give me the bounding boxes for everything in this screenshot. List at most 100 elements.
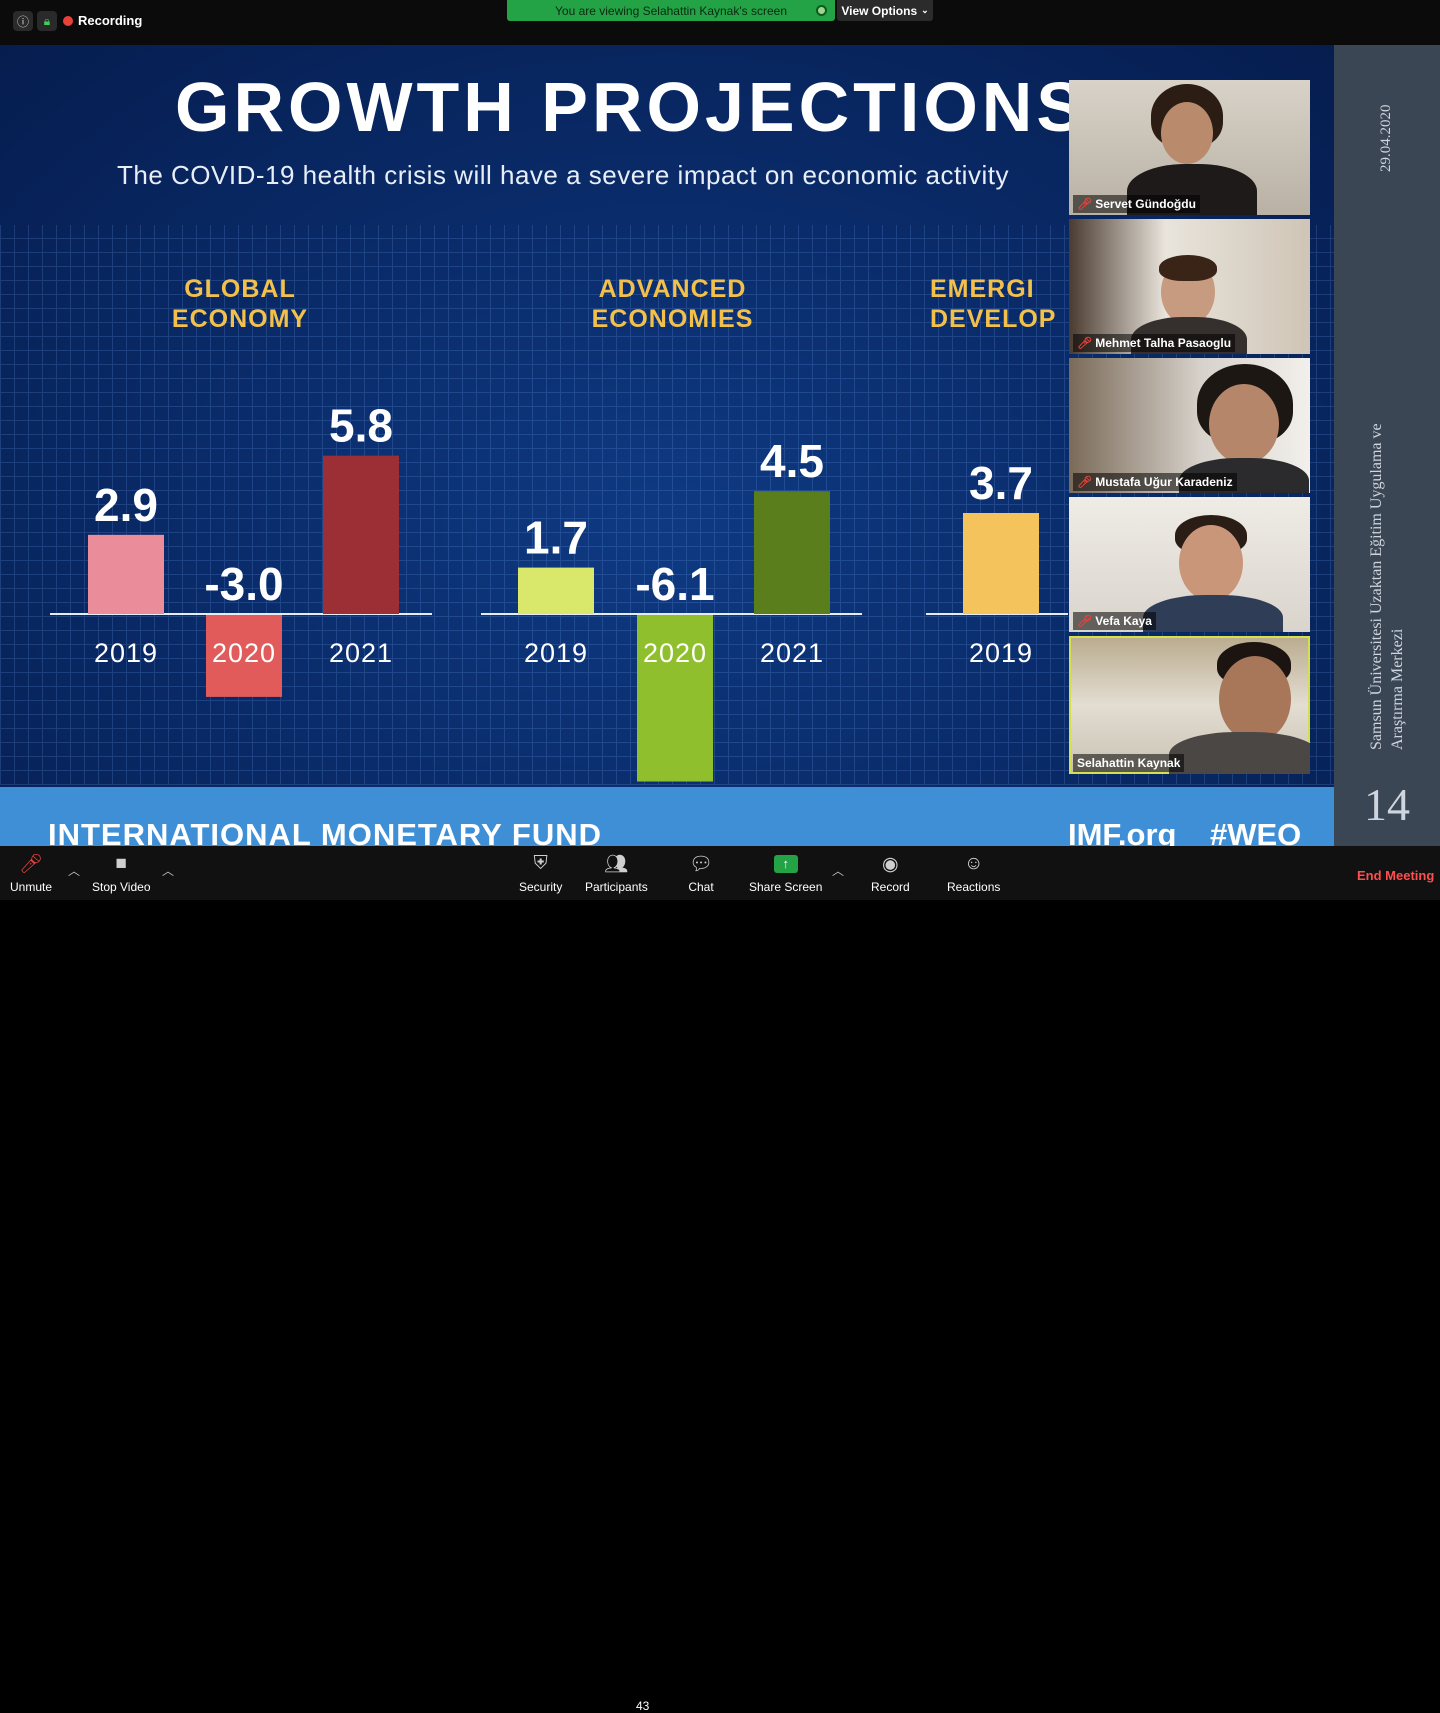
chart-category-label: 2021 xyxy=(760,638,824,668)
participant-name: Mustafa Uğur Karadeniz xyxy=(1095,475,1233,489)
record-icon: ◉ xyxy=(882,853,899,875)
participant-name: Selahattin Kaynak xyxy=(1077,756,1181,770)
record-label: Record xyxy=(871,880,910,894)
participant-name: Mehmet Talha Pasaoglu xyxy=(1095,336,1232,350)
slide-sidebar xyxy=(1334,45,1440,846)
mic-muted-icon: 🎤︎ xyxy=(1077,614,1093,628)
participant-tile[interactable]: 🎤︎ Mustafa Uğur Karadeniz xyxy=(1069,358,1310,493)
chart-bar xyxy=(963,512,1039,614)
footer-weo-tag: #WEO xyxy=(1210,817,1302,846)
stop-video-button[interactable]: ■ Stop Video xyxy=(92,852,151,894)
group-label-emerging: EMERGI DEVELOP xyxy=(930,275,1057,333)
participant-tile[interactable]: 🎤︎ Servet Gündoğdu xyxy=(1069,80,1310,215)
chart-category-label: 2020 xyxy=(643,638,707,668)
meeting-toolbar: 🎤︎ Unmute ︿ ■ Stop Video ︿ ⛨ Security 👥︎… xyxy=(0,846,1440,1713)
share-screen-button[interactable]: ↑ Share Screen xyxy=(749,852,822,894)
video-camera-icon: ■ xyxy=(115,853,127,874)
chart-value-label: 2.9 xyxy=(94,479,158,531)
chart-category-label: 2019 xyxy=(969,638,1033,668)
participant-gallery: 🎤︎ Servet Gündoğdu 🎤︎ Mehmet Talha Pasaogl… xyxy=(1068,80,1311,774)
security-button[interactable]: ⛨ Security xyxy=(519,852,562,894)
participant-name-tag: 🎤︎ Mehmet Talha Pasaoglu xyxy=(1073,334,1236,352)
sidebar-date: 29.04.2020 xyxy=(1378,104,1394,173)
mic-muted-icon: 🎤︎ xyxy=(1077,475,1093,489)
viewing-banner: You are viewing Selahattin Kaynak's scre… xyxy=(507,0,835,21)
view-options-button[interactable]: View Options ⌄ xyxy=(837,0,933,21)
reactions-label: Reactions xyxy=(947,880,1001,894)
viewing-status-icon xyxy=(816,5,827,16)
info-icon[interactable]: ⓘ xyxy=(13,11,33,31)
chart-bar xyxy=(206,615,282,697)
participant-name-tag: 🎤︎ Servet Gündoğdu xyxy=(1073,195,1200,213)
participant-face xyxy=(1219,656,1291,742)
participant-hair xyxy=(1159,255,1217,281)
chart-category-label: 2019 xyxy=(94,638,158,668)
participant-name: Servet Gündoğdu xyxy=(1095,197,1196,211)
stop-video-label: Stop Video xyxy=(92,880,151,894)
participant-name: Vefa Kaya xyxy=(1095,614,1152,628)
mic-muted-icon: 🎤︎ xyxy=(1077,336,1093,350)
microphone-muted-icon: 🎤︎ xyxy=(18,854,44,875)
record-button[interactable]: ◉ Record xyxy=(871,852,910,895)
participant-count: 43 xyxy=(636,1699,650,1713)
group-label-global: GLOBAL ECONOMY xyxy=(171,275,309,333)
chart-value-label: -3.0 xyxy=(204,558,283,610)
chart-bar xyxy=(323,455,399,614)
share-screen-icon: ↑ xyxy=(771,852,801,876)
chart-category-label: 2020 xyxy=(212,638,276,668)
participant-name-tag: 🎤︎ Mustafa Uğur Karadeniz xyxy=(1073,473,1237,491)
meeting-topbar: ⓘ 🔒︎ Recording You are viewing Selahatti… xyxy=(0,0,1440,45)
smiley-icon: ☺ xyxy=(963,853,984,874)
growth-bar-chart: 2.9 2019 -3.0 2020 5.8 2021 1.7 2019 -6.1 2020 4.5… xyxy=(50,400,1068,782)
view-options-label: View Options xyxy=(841,3,918,18)
participant-face xyxy=(1179,525,1243,601)
participant-tile[interactable]: 🎤︎ Vefa Kaya xyxy=(1069,497,1310,632)
slide-subtitle: The COVID-19 health crisis will have a s… xyxy=(117,160,1009,190)
unmute-label: Unmute xyxy=(10,880,53,894)
footer-imf-name: INTERNATIONAL MONETARY FUND xyxy=(48,817,602,846)
recording-label: Recording xyxy=(78,13,143,28)
share-options-caret-icon[interactable]: ︿ xyxy=(832,864,845,878)
audio-options-caret-icon[interactable]: ︿ xyxy=(68,864,81,878)
participant-tile[interactable]: 🎤︎ Mehmet Talha Pasaoglu xyxy=(1069,219,1310,354)
chart-value-label: 5.8 xyxy=(329,400,393,452)
chart-value-label: 4.5 xyxy=(760,435,824,487)
slide-title: GROWTH PROJECTIONS xyxy=(175,68,1088,146)
chart-category-label: 2021 xyxy=(329,638,393,668)
chart-category-label: 2019 xyxy=(524,638,588,668)
participant-face xyxy=(1161,102,1213,164)
chart-value-label: -6.1 xyxy=(635,558,714,610)
chart-bar xyxy=(88,534,164,614)
participant-name-tag: Selahattin Kaynak xyxy=(1073,754,1185,772)
group-label-advanced: ADVANCED ECONOMIES xyxy=(591,275,754,333)
video-options-caret-icon[interactable]: ︿ xyxy=(162,864,175,878)
security-label: Security xyxy=(519,880,563,894)
participant-body xyxy=(1169,732,1310,774)
unmute-button[interactable]: 🎤︎ Unmute xyxy=(10,852,52,894)
chart-value-label: 1.7 xyxy=(524,512,588,564)
participant-tile-active-speaker[interactable]: Selahattin Kaynak xyxy=(1069,636,1310,774)
chart-bar xyxy=(518,567,594,614)
shield-icon: ⛨ xyxy=(533,853,548,874)
chart-bar xyxy=(754,491,830,614)
chat-label: Chat xyxy=(688,880,714,894)
chevron-down-icon: ⌄ xyxy=(921,5,929,15)
slide-page-number: 14 xyxy=(1364,779,1410,830)
participant-body xyxy=(1143,595,1283,632)
chat-bubble-icon: 💬︎ xyxy=(688,854,714,875)
chat-button[interactable]: 💬︎ Chat xyxy=(686,852,716,894)
mic-muted-icon: 🎤︎ xyxy=(1077,197,1093,211)
recording-dot-icon xyxy=(63,16,73,26)
chart-value-label: 3.7 xyxy=(969,457,1033,509)
chart-bar xyxy=(637,615,713,782)
slide-footer: INTERNATIONAL MONETARY FUND IMF.org #WEO xyxy=(0,787,1334,846)
lock-icon[interactable]: 🔒︎ xyxy=(37,11,57,31)
share-screen-label: Share Screen xyxy=(749,880,823,894)
end-meeting-button[interactable]: End Meeting xyxy=(1357,868,1435,883)
participant-name-tag: 🎤︎ Vefa Kaya xyxy=(1073,612,1156,630)
participants-label: Participants xyxy=(585,880,648,894)
footer-imf-url: IMF.org xyxy=(1068,817,1177,846)
participants-button[interactable]: 👥︎ Participants xyxy=(585,852,648,894)
participant-face xyxy=(1209,384,1279,464)
reactions-button[interactable]: ☺ Reactions xyxy=(947,852,1000,894)
